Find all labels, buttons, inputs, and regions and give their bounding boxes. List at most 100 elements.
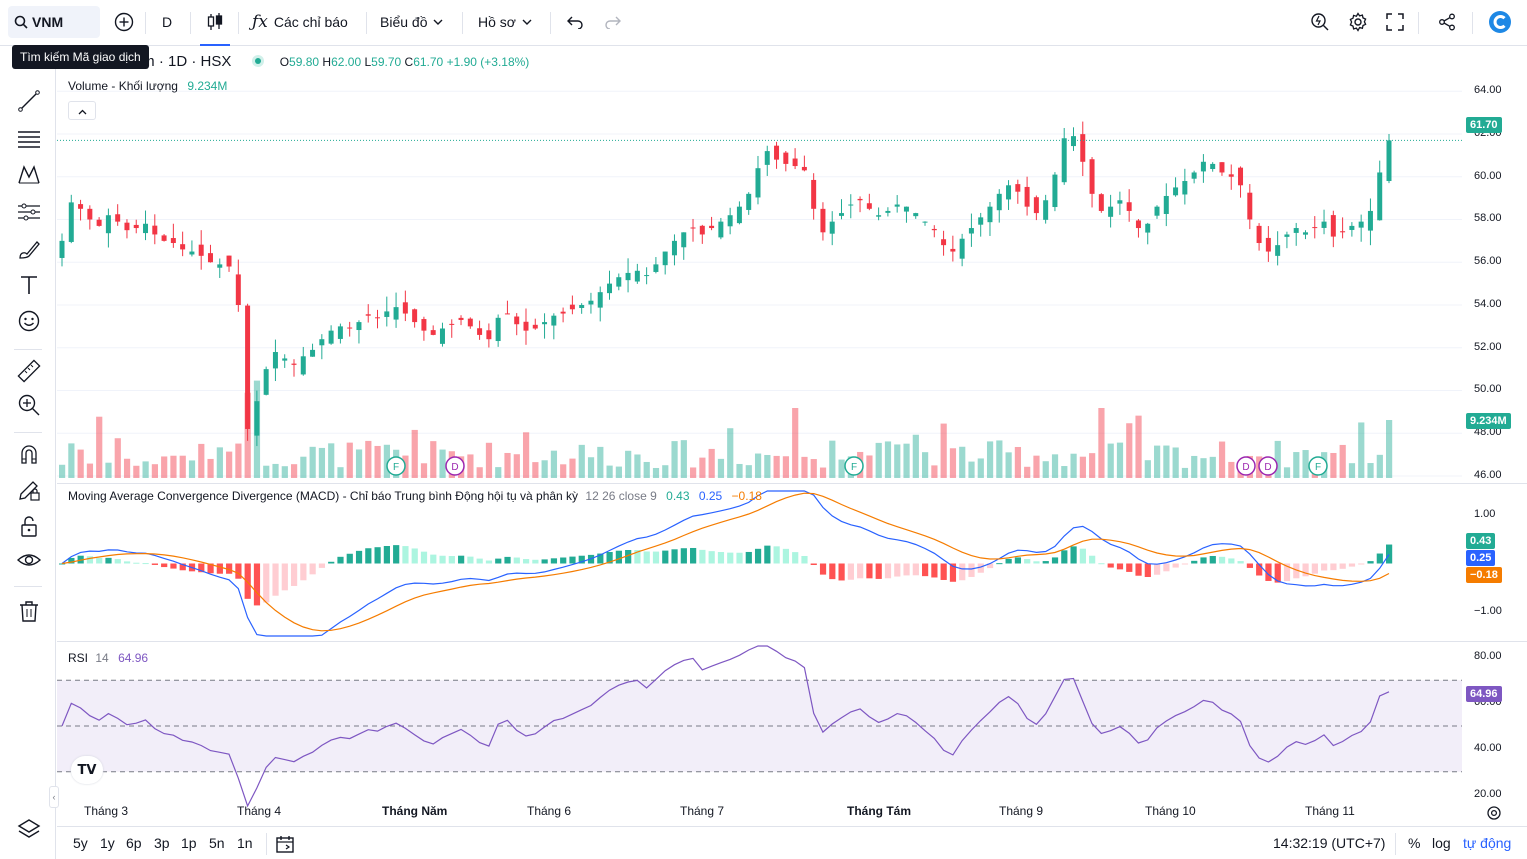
macd-hist-bar <box>411 548 418 564</box>
volume-bar <box>986 441 994 478</box>
drawing-mode-tool[interactable] <box>14 477 44 507</box>
candle-body <box>1210 163 1216 170</box>
share-button[interactable] <box>1432 6 1462 38</box>
volume-bar <box>1116 442 1124 478</box>
collapse-legend-button[interactable] <box>68 101 96 120</box>
macd-hist-bar <box>773 546 780 564</box>
candle-body <box>375 317 381 319</box>
macd-hist-bar <box>819 563 827 575</box>
volume-bar <box>1348 463 1356 478</box>
macd-hist-bar <box>495 558 502 564</box>
pattern-tool[interactable] <box>14 162 44 192</box>
text-tool[interactable] <box>14 272 44 302</box>
rsi-legend[interactable]: RSI 14 64.96 <box>68 651 148 665</box>
macd-hist-bar <box>986 563 994 569</box>
candle-body <box>124 222 130 231</box>
macd-hist-bar <box>328 561 335 564</box>
object-tree-button[interactable] <box>14 816 44 846</box>
range-1d[interactable]: 1n <box>237 835 253 851</box>
compare-symbol-button[interactable] <box>108 6 140 38</box>
measure-tool[interactable] <box>14 358 44 388</box>
chart-type-menu[interactable]: Biểu đồ <box>374 6 449 38</box>
percent-scale-toggle[interactable]: % <box>1408 835 1421 851</box>
range-1y[interactable]: 1y <box>100 835 115 851</box>
redo-button[interactable] <box>598 6 628 38</box>
tradingview-logo[interactable]: TV <box>71 756 103 784</box>
volume-bar <box>1181 467 1189 478</box>
volume-bar <box>699 457 706 478</box>
event-marker-label: D <box>1242 462 1249 473</box>
macd-hist-bar <box>1358 563 1365 565</box>
lock-drawings-tool[interactable] <box>14 513 44 543</box>
interval-button[interactable]: D <box>156 6 178 38</box>
chart-area[interactable]: F D F D D F iệt Nam · 1D · HSX O59.80 H62.00 … <box>49 46 1527 826</box>
range-1m[interactable]: 1p <box>181 835 197 851</box>
candle-body <box>356 322 362 331</box>
volume-bar <box>420 463 428 478</box>
lightning-search-icon <box>1310 12 1330 32</box>
quick-search-button[interactable] <box>1304 6 1336 38</box>
log-scale-toggle[interactable]: log <box>1432 835 1451 851</box>
brush-tool[interactable] <box>14 236 44 266</box>
hide-drawings-tool[interactable] <box>14 547 44 577</box>
profile-menu[interactable]: Hồ sơ <box>472 6 538 38</box>
symbol-search-button[interactable]: VNM <box>8 6 100 38</box>
emoji-tool[interactable] <box>14 308 44 338</box>
trend-line-tool[interactable] <box>14 88 44 118</box>
candle-body <box>764 151 770 165</box>
candle-body <box>180 244 186 250</box>
rsi-axis-label: 80.00 <box>1474 650 1502 663</box>
candle-body <box>365 314 371 316</box>
macd-hist-bar <box>458 555 465 564</box>
candle-body <box>1163 195 1169 214</box>
macd-hist-bar <box>123 561 131 564</box>
goto-date-button[interactable] <box>275 834 295 859</box>
volume-bar <box>1144 460 1151 478</box>
volume-bar <box>745 465 752 478</box>
range-5y[interactable]: 5y <box>73 835 88 851</box>
undo-button[interactable] <box>560 6 590 38</box>
time-axis-label: Tháng 10 <box>1145 804 1196 818</box>
zoom-in-tool[interactable] <box>14 392 44 422</box>
volume-bar <box>773 455 780 478</box>
candle-body <box>690 227 696 229</box>
candle-body <box>848 204 854 206</box>
indicators-button[interactable]: ƒx Các chỉ báo <box>246 6 354 38</box>
macd-hist-bar <box>1014 557 1022 564</box>
remove-drawings-tool[interactable] <box>14 598 44 628</box>
clock-timezone[interactable]: 14:32:19 (UTC+7) <box>1273 835 1386 851</box>
event-marker-label: F <box>851 462 857 473</box>
candle-body <box>1293 228 1299 233</box>
event-marker <box>844 456 864 476</box>
range-6m[interactable]: 6p <box>126 835 142 851</box>
volume-legend[interactable]: Volume - Khối lượng 9.234M <box>68 79 227 93</box>
candle-body <box>1275 245 1281 256</box>
candle-body <box>467 318 473 327</box>
forecast-tool[interactable] <box>14 199 44 229</box>
volume-bar <box>1163 445 1170 478</box>
price-axis-label: 46.00 <box>1474 469 1502 481</box>
macd-hist-bar <box>346 553 353 564</box>
macd-legend[interactable]: Moving Average Convergence Divergence (M… <box>68 489 762 503</box>
horizontal-lines-tool[interactable] <box>14 126 44 156</box>
candle-body <box>588 300 594 305</box>
settings-button[interactable] <box>1342 6 1374 38</box>
bottom-toolbar: 5y 1y 6p 3p 1p 5n 1n 14:32:19 (UTC+7) % … <box>57 826 1527 859</box>
macd-hist-bar <box>522 559 530 564</box>
scroll-left-handle[interactable]: ‹ <box>49 786 59 808</box>
function-icon: ƒx <box>252 12 268 32</box>
pane-separator[interactable] <box>57 483 1527 484</box>
time-axis-label: Tháng Tám <box>847 804 912 818</box>
macd-hist-bar <box>875 563 882 579</box>
chart-settings-gear[interactable] <box>1486 805 1502 826</box>
auto-scale-toggle[interactable]: tự động <box>1463 835 1512 851</box>
range-5d[interactable]: 5n <box>209 835 225 851</box>
fullscreen-button[interactable] <box>1380 6 1410 38</box>
chart-style-button[interactable] <box>200 6 230 38</box>
brand-logo[interactable] <box>1482 6 1518 38</box>
pane-separator[interactable] <box>57 641 1527 642</box>
macd-hist-bar <box>643 551 650 564</box>
magnet-tool[interactable] <box>14 441 44 471</box>
range-3m[interactable]: 3p <box>154 835 170 851</box>
